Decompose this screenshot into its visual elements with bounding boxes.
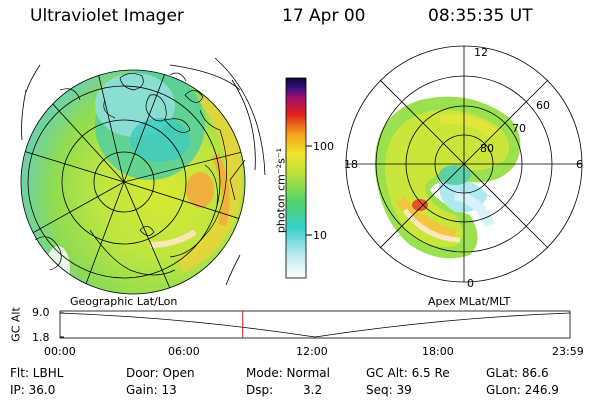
geo-panel-label: Geographic Lat/Lon (70, 295, 178, 308)
apex-panel-label: Apex MLat/MLT (428, 295, 511, 308)
timeline-xtick-1200: 12:00 (296, 345, 328, 358)
info-glat: GLat: 86.6 (486, 366, 549, 380)
geographic-map (20, 57, 266, 295)
info-gain: Gain: 13 (126, 383, 177, 397)
info-glon: GLon: 246.9 (486, 383, 559, 397)
mlat-label-70: 70 (512, 122, 526, 135)
mlt-label-12: 12 (474, 46, 488, 59)
info-dsp-value: 3.2 (303, 383, 323, 397)
date-label: 17 Apr 00 (282, 6, 366, 26)
altitude-timeline (59, 310, 571, 339)
info-seq: Seq: 39 (366, 383, 412, 397)
timeline-ylabel: GC Alt (9, 307, 23, 342)
colorbar-tick-100: 100 (313, 140, 334, 153)
colorbar-tick-10: 10 (313, 229, 327, 242)
colorbar (285, 77, 312, 279)
mlt-label-6: 6 (576, 158, 583, 171)
colorbar-unit: photon cm⁻²s⁻¹ (274, 147, 288, 234)
time-label: 08:35:35 UT (428, 6, 533, 26)
mlat-label-80: 80 (480, 142, 494, 155)
info-ip: IP: 36.0 (10, 383, 56, 397)
timeline-xtick-1800: 18:00 (422, 345, 454, 358)
mlat-label-60: 60 (536, 99, 550, 112)
info-gc-alt: GC Alt: 6.5 Re (366, 366, 450, 380)
mlt-label-0: 0 (467, 277, 474, 290)
info-door: Door: Open (126, 366, 195, 380)
timeline-xtick-2359: 23:59 (552, 345, 584, 358)
timeline-ytick-min: 1.8 (32, 331, 50, 344)
instrument-title: Ultraviolet Imager (30, 6, 184, 26)
timeline-xtick-0600: 06:00 (168, 345, 200, 358)
mlt-label-18: 18 (344, 158, 358, 171)
info-mode: Mode: Normal (246, 366, 330, 380)
info-dsp-label: Dsp: (246, 383, 274, 397)
timeline-xtick-0000: 00:00 (44, 345, 76, 358)
apex-map (345, 45, 583, 283)
timeline-ytick-max: 9.0 (32, 306, 50, 319)
info-filter: Flt: LBHL (10, 366, 64, 380)
